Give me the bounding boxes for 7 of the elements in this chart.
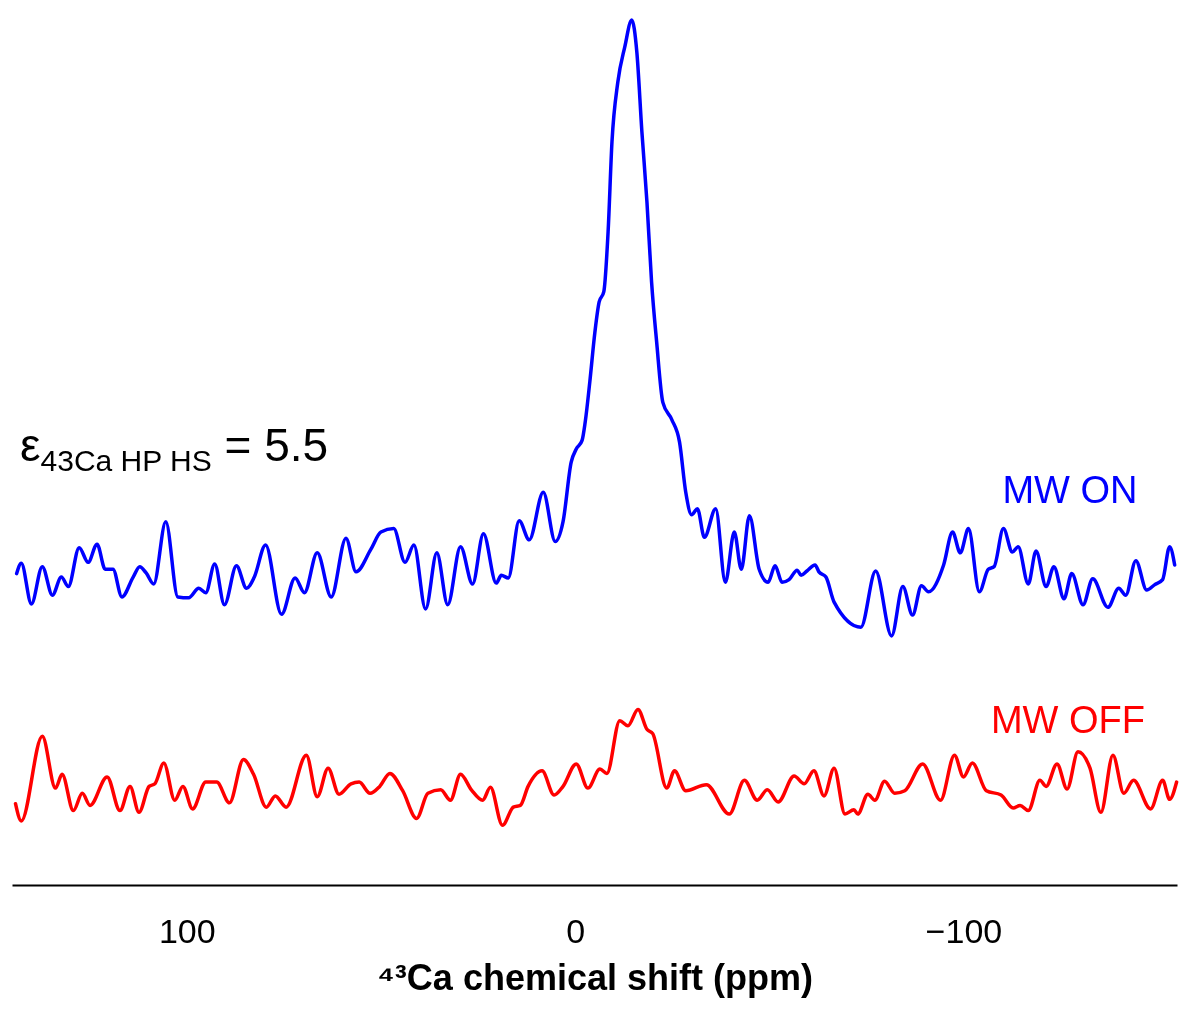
- series-label: MW OFF: [990, 699, 1146, 741]
- x-tick-label: 0: [566, 911, 586, 950]
- series-label: MW ON: [1002, 469, 1138, 511]
- annotation: ε$_{43Ca HP HS}$ = 5.5: [20, 418, 329, 479]
- x-tick-label: −100: [925, 911, 1003, 950]
- x-tick-label: 100: [158, 911, 216, 950]
- x-axis-title: ⁴³Ca chemical shift (ppm): [377, 956, 813, 998]
